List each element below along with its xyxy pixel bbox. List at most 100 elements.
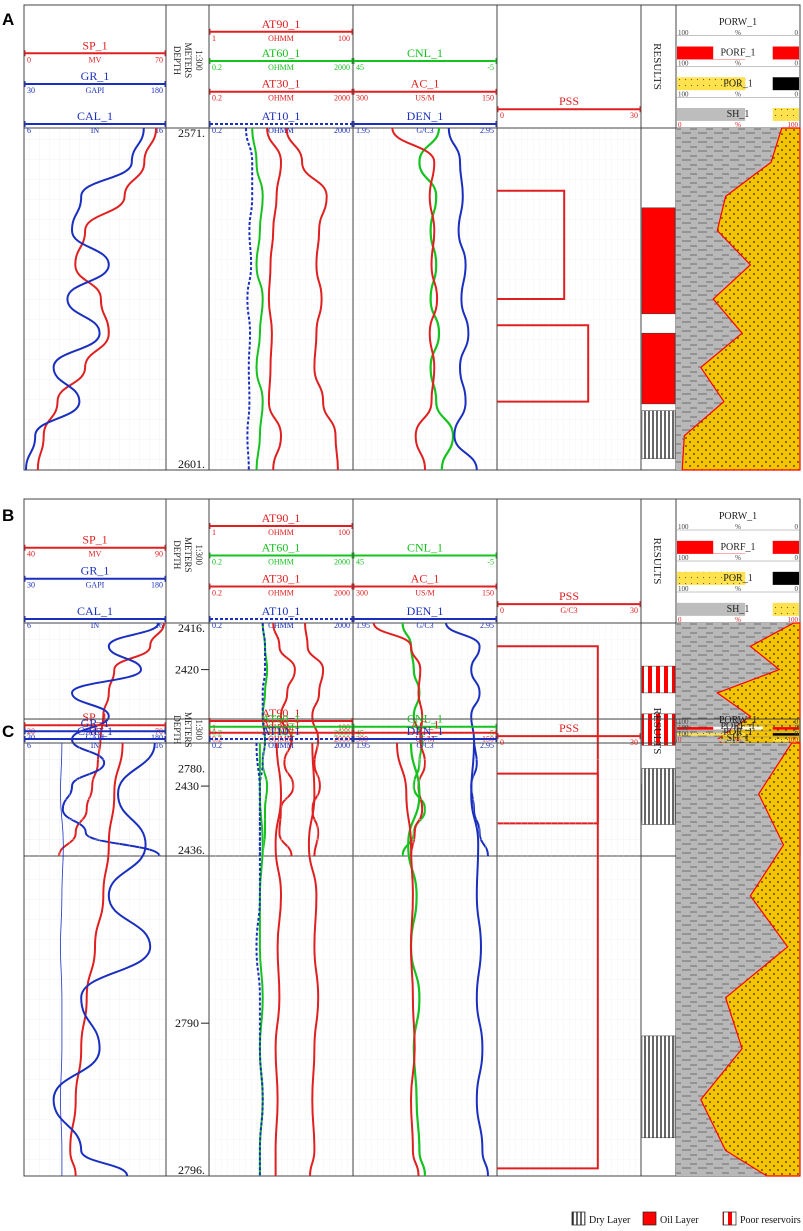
sp-name: SP_1 xyxy=(82,710,107,724)
pss-name: PSS xyxy=(559,94,579,108)
por-min: 100 xyxy=(678,90,689,98)
at60-min: 0.2 xyxy=(212,63,222,72)
curve-sp xyxy=(69,742,124,1177)
sh-unit: % xyxy=(735,616,741,624)
header-cal: CAL_1 6 16 IN xyxy=(24,724,166,750)
ac-name: AC_1 xyxy=(411,77,440,91)
den-name: DEN_1 xyxy=(407,724,444,738)
cal-unit: IN xyxy=(91,741,100,750)
sp-unit: MV xyxy=(89,55,102,64)
sh-min: 0 xyxy=(678,736,682,744)
legend-item: Poor reservoirs xyxy=(722,1211,801,1226)
curve-gr xyxy=(52,742,156,1177)
porf-name: PORF_1 xyxy=(720,542,755,553)
curve-ac xyxy=(396,742,420,1177)
legend-swatch xyxy=(642,1211,657,1226)
cal-name: CAL_1 xyxy=(77,604,113,618)
at30-min: 0.2 xyxy=(212,94,222,103)
depth-header-1: METERS xyxy=(183,712,193,748)
porosity-header-por: POR_1 100% 0 xyxy=(676,77,800,98)
porosity-header-porw: PORW_1 100% 0 xyxy=(676,17,800,37)
header-at30: AT30_1 0.2 2000 OHMM xyxy=(209,571,353,597)
porf-name: PORF_1 xyxy=(720,48,755,59)
track-grid xyxy=(209,743,353,1176)
at60-name: AT60_1 xyxy=(262,712,301,726)
header-at60: AT60_1 0.2 2000 OHMM xyxy=(209,540,353,566)
track-grid xyxy=(353,128,497,470)
depth-label: 2601. xyxy=(178,457,205,471)
gr-unit: GAPI xyxy=(86,733,105,742)
sh-unit: % xyxy=(735,121,741,129)
at10-name: AT10_1 xyxy=(262,109,301,123)
depth-header-2: 1:300 xyxy=(194,50,204,71)
curve-cnl xyxy=(407,742,427,1177)
gr-unit: GAPI xyxy=(86,86,105,95)
at30-name: AT30_1 xyxy=(262,77,301,91)
result-zone xyxy=(641,332,676,405)
por-max: 0 xyxy=(795,585,799,593)
porw-max: 0 xyxy=(795,523,799,531)
por-unit: % xyxy=(735,585,741,593)
curves xyxy=(25,127,478,471)
result-zone xyxy=(641,665,676,694)
curve-den xyxy=(447,127,478,471)
header-cnl: CNL_1 45 -5 xyxy=(353,46,497,72)
results-title: RESULTS xyxy=(651,43,663,90)
den-unit: G/C3 xyxy=(416,126,433,135)
porosity-header-porf: PORF_1 100% 0 xyxy=(676,538,800,562)
cal-name: CAL_1 xyxy=(77,109,113,123)
curve-ac xyxy=(391,127,439,471)
gr-name: GR_1 xyxy=(81,716,110,730)
panel-label: B xyxy=(2,506,14,525)
at60-max: 2000 xyxy=(334,557,350,566)
ac-name: AC_1 xyxy=(411,571,440,585)
header-den: DEN_1 1.95 2.95 G/C3 xyxy=(353,109,497,135)
cal-max: 16 xyxy=(155,621,163,630)
por-unit: % xyxy=(735,730,741,738)
porosity-header-porf: PORF_1 100% 0 xyxy=(676,721,800,732)
header-sp: SP_1 40 90 MV xyxy=(24,533,166,559)
pss-min: 0 xyxy=(500,738,504,747)
at10-name: AT10_1 xyxy=(262,604,301,618)
porw-unit: % xyxy=(735,718,741,726)
at90-max: 100 xyxy=(338,528,350,537)
pss-zone xyxy=(497,324,590,403)
gr-min: 30 xyxy=(27,581,35,590)
porf-max: 0 xyxy=(795,554,799,562)
at10-max: 2000 xyxy=(334,621,350,630)
ac-min: 300 xyxy=(356,94,368,103)
curve-at90 xyxy=(285,127,339,471)
header-cnl: CNL_1 45 -5 xyxy=(353,540,497,566)
header-den: DEN_1 1.95 2.95 G/C3 xyxy=(353,604,497,630)
gr-name: GR_1 xyxy=(81,564,110,578)
depth-tick-label: 2430 xyxy=(175,779,199,793)
legend: Dry Layer Oil Layer Poor reservoirs xyxy=(571,1211,801,1226)
legend-swatch xyxy=(722,1211,737,1226)
pss-max: 30 xyxy=(630,606,638,615)
porf-name: PORF_1 xyxy=(720,721,755,732)
depth-header-0: DEPTH xyxy=(172,715,182,745)
por-swatch-left xyxy=(677,571,746,585)
at60-max: 2000 xyxy=(334,63,350,72)
porf-swatch-right xyxy=(772,46,799,60)
depth-header-2: 1:300 xyxy=(194,545,204,566)
porw-min: 100 xyxy=(678,718,689,726)
por-name: POR_1 xyxy=(723,78,752,89)
sand-fill xyxy=(681,127,801,471)
pss-name: PSS xyxy=(559,589,579,603)
den-unit: G/C3 xyxy=(416,741,433,750)
pss-max: 30 xyxy=(630,111,638,120)
legend-swatch xyxy=(571,1211,586,1226)
header-at90: AT90_1 1 100 OHMM xyxy=(209,511,353,537)
por-swatch-right xyxy=(772,733,799,736)
curve-at90 xyxy=(307,742,320,1177)
porw-unit: % xyxy=(735,29,741,37)
porf-unit: % xyxy=(735,554,741,562)
cnl-min: 45 xyxy=(356,557,364,566)
panel-c: CSP_12070MVGR_130180GAPICAL_1616INAT90_1… xyxy=(2,706,801,1177)
results-track xyxy=(641,768,676,1139)
den-min: 1.95 xyxy=(356,126,370,135)
curve-den xyxy=(470,742,489,1177)
at90-max: 100 xyxy=(338,34,350,43)
